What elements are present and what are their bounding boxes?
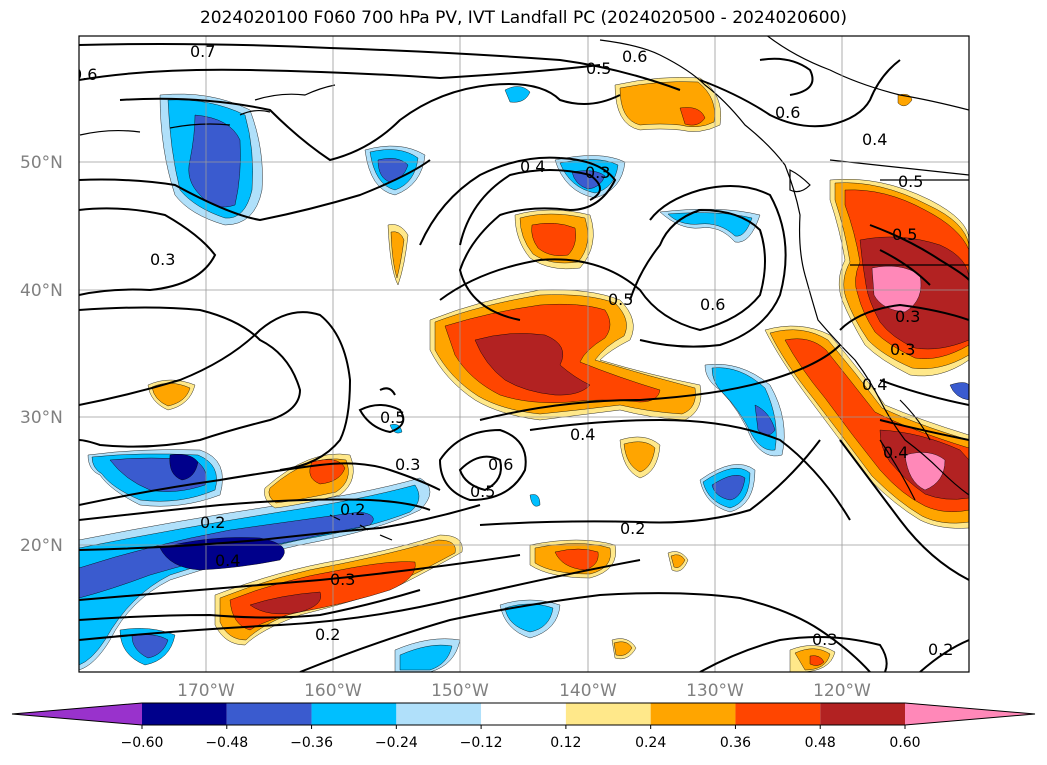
lat-label: 40°N bbox=[20, 281, 63, 301]
colorbar-segment bbox=[565, 703, 651, 725]
lon-label: 160°W bbox=[304, 681, 362, 701]
colorbar-segment bbox=[735, 703, 821, 725]
contour-label: 0.5 bbox=[470, 482, 495, 501]
contour-label: 0.5 bbox=[892, 225, 917, 244]
contour-label: 0.3 bbox=[890, 340, 915, 359]
anomaly-fill bbox=[711, 475, 746, 501]
latitude-labels: 50°N 40°N 30°N 20°N bbox=[20, 153, 63, 556]
lon-label: 170°W bbox=[177, 681, 235, 701]
contour-label: 0.3 bbox=[330, 570, 355, 589]
lat-label: 50°N bbox=[20, 153, 63, 173]
colorbar-extend-min bbox=[12, 703, 142, 725]
colorbar-segment bbox=[311, 703, 397, 725]
contour-label: 0.3 bbox=[812, 630, 837, 649]
contour-label: 0.3 bbox=[585, 163, 610, 182]
colorbar-tick-label: 0.48 bbox=[805, 735, 836, 751]
contour-label: 0.4 bbox=[883, 443, 908, 462]
colorbar-tick-label: 0.36 bbox=[720, 735, 751, 751]
contour-label: 0.2 bbox=[928, 640, 953, 659]
contour-label: 0.5 bbox=[608, 290, 633, 309]
contour-label: 0.6 bbox=[775, 103, 800, 122]
colorbar-tick-label: −0.24 bbox=[375, 735, 418, 751]
negative-anomalies bbox=[79, 86, 969, 672]
anomaly-fill bbox=[809, 655, 825, 666]
anomaly-fill bbox=[249, 591, 321, 615]
contour-label: 0.3 bbox=[150, 250, 175, 269]
colorbar-tick-label: −0.12 bbox=[460, 735, 503, 751]
contour-label: 0.7 bbox=[190, 42, 215, 61]
colorbar-segment bbox=[481, 703, 566, 725]
colorbar-segment bbox=[226, 703, 312, 725]
contour-label: 0.4 bbox=[570, 425, 595, 444]
anomaly-fill bbox=[390, 231, 405, 279]
colorbar-segment bbox=[820, 703, 905, 725]
map-border bbox=[78, 35, 970, 673]
colorbar-tick-label: 0.60 bbox=[889, 735, 920, 751]
colorbar-tick-label: 0.24 bbox=[635, 735, 666, 751]
colorbar-segment bbox=[142, 703, 227, 725]
anomaly-fill bbox=[531, 222, 576, 256]
colorbar-tick-label: −0.36 bbox=[290, 735, 333, 751]
contour-label: 0.6 bbox=[72, 65, 97, 84]
contour-label: 0.3 bbox=[395, 455, 420, 474]
anomaly-fill bbox=[949, 382, 969, 401]
contour-label: 0.5 bbox=[898, 172, 923, 191]
anomaly-fill bbox=[169, 454, 199, 481]
colorbar: −0.60 −0.48 −0.36 −0.24 −0.12 0.12 0.24 0.36 0.4… bbox=[11, 702, 1036, 751]
contour-label: 0.2 bbox=[200, 513, 225, 532]
anomaly-fill bbox=[667, 212, 753, 237]
anomaly-fill bbox=[529, 494, 541, 507]
contour-labels: 0.7 0.6 0.5 0.6 0.6 0.4 0.4 0.3 0.3 0.5 … bbox=[72, 42, 953, 659]
anomaly-fill bbox=[474, 333, 591, 396]
contour-label: 0.3 bbox=[895, 307, 920, 326]
contour-label: 0.6 bbox=[488, 455, 513, 474]
anomaly-fill bbox=[904, 452, 946, 491]
lon-label: 140°W bbox=[559, 681, 617, 701]
anomaly-fill bbox=[399, 644, 453, 671]
colorbar-segment bbox=[396, 703, 482, 725]
lat-label: 20°N bbox=[20, 536, 63, 556]
colorbar-tick-label: 0.12 bbox=[550, 735, 581, 751]
anomaly-fill bbox=[504, 603, 554, 633]
contour-label: 0.6 bbox=[700, 295, 725, 314]
pv-contours bbox=[79, 43, 969, 672]
lon-label: 150°W bbox=[431, 681, 489, 701]
map-title: 2024020100 F060 700 hPa PV, IVT Landfall… bbox=[199, 8, 847, 28]
lat-label: 30°N bbox=[20, 408, 63, 428]
anomaly-fill bbox=[613, 641, 633, 656]
anomaly-fill bbox=[897, 93, 913, 107]
colorbar-extend-max bbox=[905, 703, 1035, 725]
lon-label: 120°W bbox=[813, 681, 871, 701]
colorbar-tick-label: −0.60 bbox=[121, 735, 164, 751]
contour-label: 0.2 bbox=[620, 519, 645, 538]
contour-label: 0.2 bbox=[340, 500, 365, 519]
colorbar-segment bbox=[650, 703, 736, 725]
contour-label: 0.4 bbox=[862, 375, 887, 394]
anomaly-fill bbox=[554, 548, 599, 571]
contour-label: 0.5 bbox=[586, 59, 611, 78]
anomaly-fill bbox=[871, 265, 922, 313]
longitude-labels: 170°W 160°W 150°W 140°W 130°W 120°W bbox=[177, 681, 871, 701]
anomaly-fill bbox=[670, 554, 686, 568]
gridlines bbox=[79, 36, 969, 672]
contour-label: 0.4 bbox=[215, 551, 240, 570]
anomaly-fill bbox=[679, 107, 706, 126]
colorbar-tick-label: −0.48 bbox=[205, 735, 248, 751]
contour-label: 0.2 bbox=[315, 625, 340, 644]
contour-label: 0.6 bbox=[622, 47, 647, 66]
lon-label: 130°W bbox=[686, 681, 744, 701]
anomaly-fill bbox=[504, 86, 531, 103]
anomaly-fill bbox=[623, 441, 656, 473]
contour-label: 0.4 bbox=[862, 130, 887, 149]
anomaly-fill bbox=[131, 634, 169, 659]
contour-label: 0.4 bbox=[520, 157, 545, 176]
contour-label: 0.5 bbox=[380, 408, 405, 427]
